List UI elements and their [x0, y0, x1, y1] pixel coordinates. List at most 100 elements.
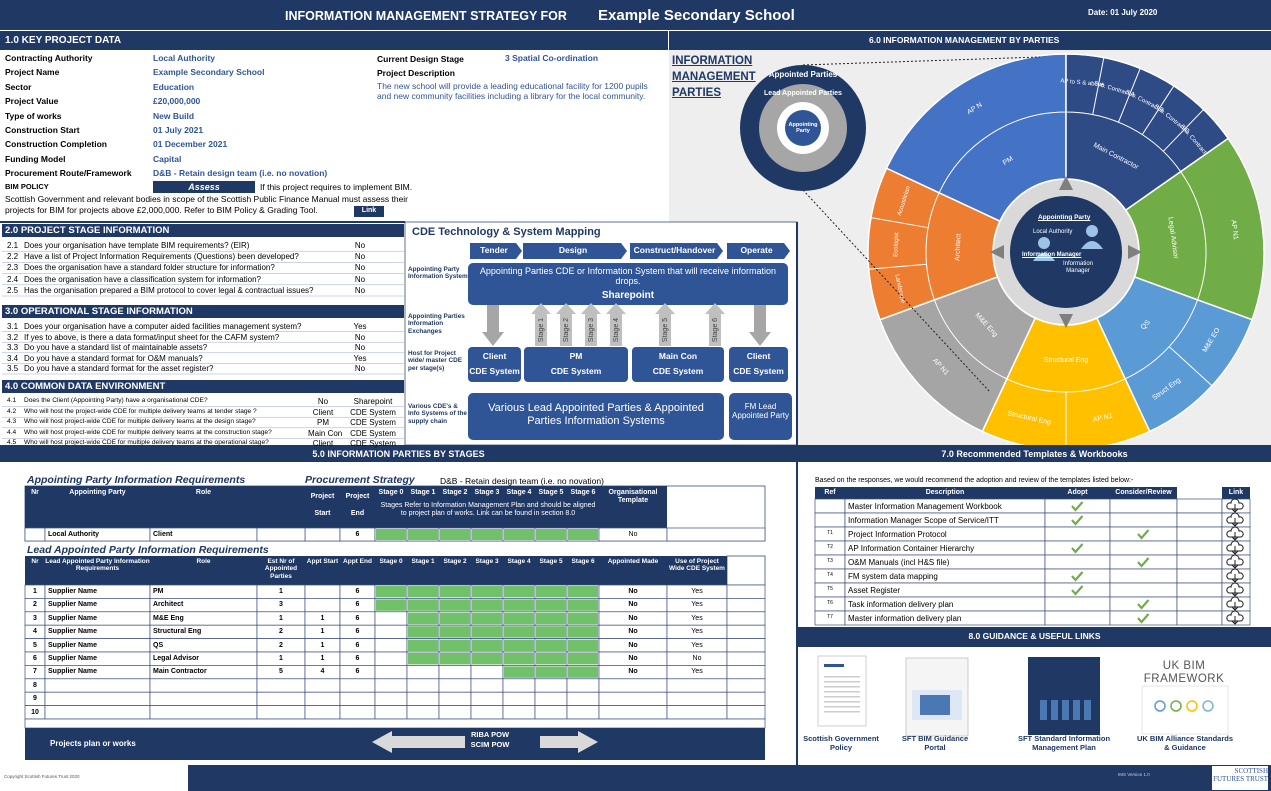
table-cell [726, 651, 766, 666]
stage-cell [408, 586, 438, 598]
column-header: Stage 0 [378, 489, 404, 496]
stage-cell [440, 599, 470, 611]
stage-cell [568, 599, 598, 611]
question-nr: 3.5 [7, 364, 19, 374]
guidance-link[interactable]: SFT Standard Information Management Plan [1017, 734, 1111, 752]
column-header: Use of Project Wide CDE System [669, 558, 725, 573]
download-icon[interactable] [1226, 596, 1244, 611]
guidance-link[interactable]: SFT BIM Guidance Portal [901, 734, 969, 752]
date: Date: 01 July 2020 [1088, 8, 1158, 17]
stage-cell [504, 529, 534, 540]
legend-center-label: Appointing Party [788, 122, 818, 135]
table-cell [1109, 568, 1178, 584]
assess-button-label[interactable]: Assess [188, 182, 220, 192]
table-cell [256, 705, 306, 720]
stage-cell [504, 639, 534, 651]
person-icon [1033, 253, 1055, 261]
cell-text: T6 [827, 600, 833, 606]
table-cell [1176, 498, 1223, 514]
table-cell [406, 665, 440, 680]
doc-art [1154, 700, 1166, 712]
download-icon[interactable] [1226, 498, 1244, 513]
question-text: Has the organisation prepared a BIM prot… [24, 285, 314, 295]
column-header: Lead Appointed Party Information Require… [45, 558, 150, 573]
stage-cell [376, 529, 406, 540]
check-mark [1071, 585, 1084, 596]
table-cell [1176, 540, 1223, 556]
table-cell [726, 598, 766, 613]
table-cell [470, 705, 504, 720]
check-mark [1137, 557, 1150, 568]
table-cell [304, 598, 341, 613]
system-name: PM [569, 351, 583, 361]
cell-text: 3 [33, 614, 37, 622]
table-cell [726, 611, 766, 626]
cell-text: 9 [33, 695, 37, 703]
cell-text: T7 [827, 614, 833, 620]
doc-image [1028, 657, 1100, 735]
download-icon[interactable] [1226, 540, 1244, 555]
download-icon[interactable] [1226, 582, 1244, 597]
center-arrow [1059, 314, 1073, 328]
download-icon[interactable] [1226, 554, 1244, 569]
slice-line [870, 217, 929, 229]
table-cell [1044, 526, 1111, 542]
question-nr: 4.2 [7, 407, 17, 415]
stage-cell [440, 653, 470, 665]
cell-text: No [628, 588, 638, 595]
cell-text: No [628, 614, 638, 622]
table-cell [1176, 554, 1223, 570]
table-cell [1176, 512, 1223, 528]
stage-cell [376, 586, 406, 598]
column-header: Est Nr of Appointed Parties [264, 558, 298, 580]
slice-line [1168, 346, 1213, 387]
doc-art [1084, 700, 1091, 720]
center-core [1010, 196, 1122, 308]
doc-art [824, 691, 860, 693]
stage-cell [568, 586, 598, 598]
section-heading: 3.0 OPERATIONAL STAGE INFORMATION [5, 306, 193, 317]
download-icon[interactable] [1226, 512, 1244, 527]
download-icon[interactable] [1226, 610, 1244, 625]
doc-art [1040, 700, 1047, 720]
field-label: Procurement Route/Framework [5, 168, 132, 179]
stage-cell [376, 599, 406, 611]
cell-text: Yes [691, 588, 703, 595]
column-header: Appt Start [306, 558, 339, 565]
section-bar [798, 627, 1271, 647]
phase-arrow [630, 243, 723, 259]
cell-text: AP Information Container Hierarchy [848, 544, 975, 553]
table-cell [814, 498, 846, 514]
question-who: Client [312, 407, 334, 417]
center-label: Information Manager [1062, 261, 1093, 274]
procurement-value: D&B - Retain design team (i.e. no novati… [440, 476, 604, 486]
cell-text: Local Authority [48, 531, 100, 538]
check-mark [1137, 529, 1150, 540]
table-cell [1109, 498, 1178, 514]
table-cell [1109, 526, 1178, 542]
guidance-link[interactable]: Scottish Government Policy [803, 734, 879, 752]
cell-text: 1 [279, 655, 283, 662]
cell-text: Master information delivery plan [848, 614, 962, 623]
brand: SCOTTISH FUTURES TRUST [1213, 767, 1268, 784]
cell-text: Structural Eng [153, 628, 202, 636]
check-mark [1137, 599, 1150, 610]
section-bar [2, 305, 404, 318]
field-label: Construction Completion [5, 139, 107, 150]
table-cell [438, 691, 472, 706]
row-label: Various CDE's & Info Systems of the supp… [408, 403, 467, 425]
question-answer: No [354, 274, 366, 284]
down-arrow [482, 305, 504, 346]
stage-label: Stage 4 [613, 318, 620, 342]
link-button-label[interactable]: Link [361, 207, 377, 214]
guidance-link[interactable]: UK BIM Alliance Standards & Guidance [1137, 734, 1233, 752]
table-cell [438, 678, 472, 693]
question-nr: 2.1 [7, 241, 19, 250]
table-cell [1109, 540, 1178, 556]
cell-text: 6 [33, 655, 37, 662]
link-button [354, 206, 384, 217]
table-cell [1109, 582, 1178, 598]
download-icon[interactable] [1226, 568, 1244, 583]
table-cell [1176, 582, 1223, 598]
download-icon[interactable] [1226, 526, 1244, 541]
